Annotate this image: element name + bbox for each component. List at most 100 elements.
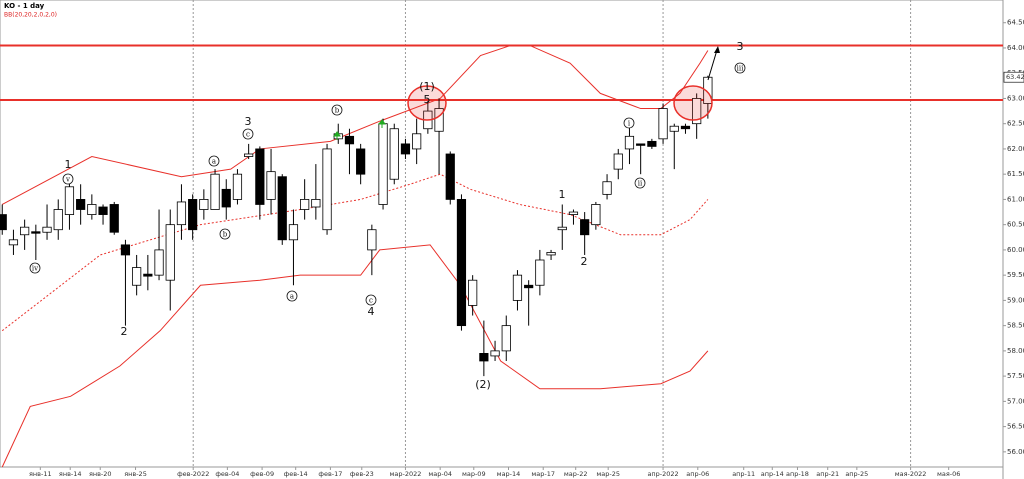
candle-body <box>87 204 97 215</box>
x-tick-label: фев-14 <box>284 470 308 478</box>
price-marker <box>1003 71 1024 83</box>
candle-body <box>647 140 657 147</box>
x-tick-label: мар-14 <box>497 470 521 478</box>
wave-label: iv <box>32 265 38 273</box>
plot-area <box>0 0 1004 468</box>
candle-body <box>322 148 332 231</box>
wave-label: iii <box>737 65 744 73</box>
candle-body <box>210 173 220 210</box>
x-tick-label: мар-25 <box>596 470 620 478</box>
candle-body <box>288 224 299 241</box>
candle-body <box>8 239 19 246</box>
y-tick-label: 57.00 <box>1007 397 1024 405</box>
candle-body <box>434 108 444 132</box>
candle-body <box>266 171 276 200</box>
candle-body <box>300 199 310 210</box>
candle-body <box>98 206 108 215</box>
candle-body <box>445 153 455 200</box>
wave-label: i <box>628 120 631 128</box>
bollinger-band <box>1 244 709 468</box>
y-tick-label: 61.00 <box>1007 195 1024 203</box>
wave-label: 1 <box>559 188 566 201</box>
wave-label: b <box>223 231 228 239</box>
wave-label: v <box>65 176 70 184</box>
signal-arrow <box>378 119 386 128</box>
candle-body <box>311 199 321 208</box>
wave-circle <box>623 117 635 129</box>
candle-body <box>546 252 556 256</box>
price-marker-label: 63.42 <box>1006 73 1024 81</box>
highlight-circle <box>407 85 447 121</box>
candle-body <box>188 199 198 231</box>
candle-body <box>53 209 63 231</box>
candle-body <box>692 98 702 125</box>
wave-circle <box>734 62 746 74</box>
wave-label: (1) <box>419 80 435 93</box>
candle-body <box>255 148 265 205</box>
candle-body <box>64 186 75 215</box>
x-tick-label: апр-11 <box>732 470 755 478</box>
y-tick-label: 56.00 <box>1007 448 1024 456</box>
candle-body <box>31 231 41 234</box>
wave-circle <box>365 294 377 306</box>
wave-label: ii <box>638 180 643 188</box>
x-tick-label: фев-09 <box>250 470 274 478</box>
candle-body <box>658 108 668 140</box>
candle-body <box>0 214 7 231</box>
candle-body <box>524 284 534 289</box>
y-tick-label: 61.50 <box>1007 170 1024 178</box>
candle-body <box>501 325 511 352</box>
candle-body <box>602 181 612 195</box>
candle-body <box>680 125 691 130</box>
x-tick-label: мар-09 <box>462 470 486 478</box>
candle-body <box>490 350 500 357</box>
arrow-head <box>714 46 720 53</box>
wave-circle <box>242 128 254 140</box>
x-tick-label: мар-22 <box>564 470 588 478</box>
signal-arrow <box>333 131 341 140</box>
y-tick-label: 59.50 <box>1007 271 1024 279</box>
candle-body <box>367 229 377 251</box>
x-tick-label: янв-20 <box>89 470 112 478</box>
wave-circle <box>286 290 298 302</box>
y-tick-label: 59.00 <box>1007 296 1024 304</box>
x-tick-label: мая-2022 <box>895 470 927 478</box>
y-tick-label: 64.00 <box>1007 44 1024 52</box>
candle-body <box>109 204 119 233</box>
y-tick-label: 58.00 <box>1007 347 1024 355</box>
y-tick-label: 62.50 <box>1007 120 1024 128</box>
candle-body <box>557 226 567 231</box>
x-tick-label: янв-14 <box>59 470 82 478</box>
wave-circle <box>331 104 343 116</box>
wave-circle <box>29 262 41 274</box>
candle-body <box>535 259 545 286</box>
candle-body <box>344 135 355 145</box>
x-tick-label: мар-04 <box>428 470 452 478</box>
candle-body <box>221 188 231 208</box>
chart-title: KO - 1 day <box>4 2 45 10</box>
x-tick-label: фев-23 <box>350 470 374 478</box>
candle-body <box>703 76 713 104</box>
wave-label: a <box>290 293 294 301</box>
candle-body <box>120 244 131 256</box>
x-tick-label: фев-04 <box>215 470 239 478</box>
y-tick-label: 64.50 <box>1007 19 1024 27</box>
x-tick-label: апр-25 <box>845 470 868 478</box>
wave-label: 2 <box>581 255 588 268</box>
wave-circle <box>208 155 220 167</box>
candle-body <box>636 143 646 146</box>
x-tick-label: апр-2022 <box>647 470 678 478</box>
x-tick-label: апр-21 <box>816 470 839 478</box>
candle-body <box>412 133 422 150</box>
x-tick-label: апр-18 <box>786 470 809 478</box>
wave-label: 5 <box>424 93 431 106</box>
candle-body <box>154 249 164 276</box>
wave-label: 2 <box>121 325 128 338</box>
candle-body <box>132 267 142 286</box>
arrow <box>707 49 718 81</box>
y-tick-label: 58.50 <box>1007 322 1024 330</box>
bollinger-band <box>1 173 709 332</box>
candle-body <box>42 226 52 233</box>
candle-body <box>356 148 366 175</box>
candle-body <box>669 125 679 132</box>
